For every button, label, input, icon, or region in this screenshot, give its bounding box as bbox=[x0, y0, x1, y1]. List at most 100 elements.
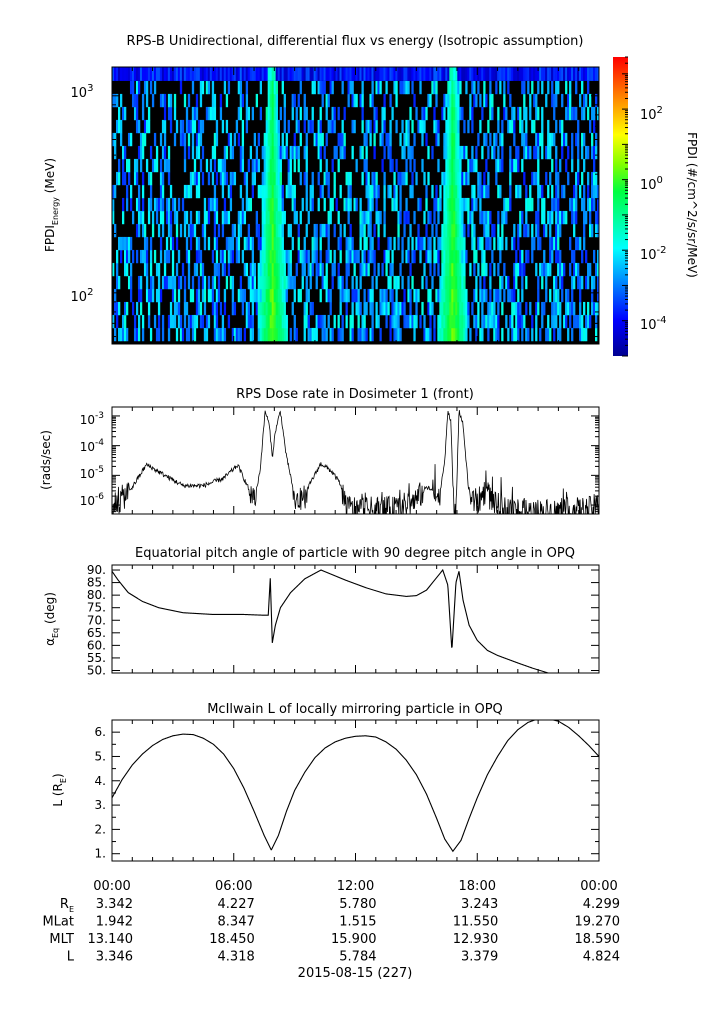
spectrogram-cell bbox=[477, 301, 480, 316]
spectrogram-cell bbox=[405, 119, 408, 134]
spectrogram-cell bbox=[269, 301, 272, 316]
spectrogram-cell bbox=[327, 249, 330, 264]
spectrogram-cell bbox=[479, 184, 482, 199]
spectrogram-cell bbox=[457, 93, 460, 108]
spectrogram-cell bbox=[257, 158, 260, 173]
spectrogram-cell bbox=[225, 210, 229, 225]
spectrogram-cell bbox=[571, 145, 574, 160]
spectrogram-cell bbox=[501, 67, 504, 81]
spectrogram-cell bbox=[499, 158, 502, 173]
spectrogram-cell bbox=[271, 327, 274, 342]
spectrogram-cell bbox=[511, 119, 514, 134]
spectrogram-cell bbox=[513, 262, 516, 277]
spectrogram-cell bbox=[117, 158, 121, 173]
spectrogram-cell bbox=[379, 288, 382, 303]
spectrogram-cell bbox=[165, 275, 169, 290]
spectrogram-cell bbox=[327, 223, 330, 238]
spectrogram-cell bbox=[539, 236, 542, 251]
spectrogram-cell bbox=[459, 288, 462, 303]
spectrogram-cell bbox=[455, 106, 458, 121]
spectrogram-cell bbox=[471, 184, 474, 199]
spectrogram-cell bbox=[567, 67, 570, 81]
spectrogram-cell bbox=[395, 158, 398, 173]
spectrogram-cell bbox=[445, 67, 448, 81]
spectrogram-cell bbox=[361, 314, 364, 329]
spectrogram-cell bbox=[265, 119, 268, 134]
spectrogram-cell bbox=[419, 80, 422, 95]
spectrogram-cell bbox=[451, 145, 454, 160]
spectrogram-cell bbox=[135, 93, 139, 108]
spectrogram-cell bbox=[549, 249, 552, 264]
spectrogram-cell bbox=[465, 197, 468, 212]
spectrogram-cell bbox=[471, 197, 474, 212]
spectrogram-cell bbox=[247, 223, 251, 238]
dose-axis bbox=[111, 406, 600, 515]
spectrogram-cell bbox=[393, 80, 396, 95]
spectrogram-cell bbox=[143, 223, 147, 238]
spectrogram-cell bbox=[547, 132, 550, 147]
spectrogram-cell bbox=[329, 197, 332, 212]
spectrogram-cell bbox=[213, 301, 217, 316]
spectrogram-cell bbox=[535, 106, 538, 121]
spectrogram-cell bbox=[305, 301, 308, 316]
spectrogram-cell bbox=[345, 171, 348, 186]
spectrogram-cell bbox=[403, 288, 406, 303]
spectrogram-cell bbox=[531, 67, 534, 81]
spectrogram-cell bbox=[577, 275, 580, 290]
spectrogram-cell bbox=[473, 223, 476, 238]
spectrogram-cell bbox=[295, 67, 298, 81]
spectrogram-cell bbox=[189, 288, 193, 303]
spectrogram-cell bbox=[545, 93, 548, 108]
spectrogram-cell bbox=[447, 132, 450, 147]
spectrogram-cell bbox=[267, 275, 270, 290]
spectrogram-cell bbox=[485, 314, 488, 329]
spectrogram-cell bbox=[405, 67, 408, 81]
spectrogram-cell bbox=[383, 145, 386, 160]
spectrogram-cell bbox=[569, 314, 572, 329]
spectrogram-cell bbox=[499, 236, 502, 251]
spectrogram-cell bbox=[307, 67, 310, 81]
spectrogram-cell bbox=[447, 301, 450, 316]
spectrogram-cell bbox=[487, 327, 490, 342]
spectrogram-cell bbox=[293, 93, 296, 108]
spectrogram-cell bbox=[347, 288, 350, 303]
spectrogram-cell bbox=[179, 132, 183, 147]
spectrogram-cell bbox=[457, 158, 460, 173]
spectrogram-cell bbox=[165, 236, 169, 251]
spectrogram-cell bbox=[377, 262, 380, 277]
spectrogram-cell bbox=[263, 314, 266, 329]
spectrogram-cell bbox=[303, 145, 306, 160]
spectrogram-cell bbox=[453, 288, 456, 303]
spectrogram-cell bbox=[523, 171, 526, 186]
spectrogram-cell bbox=[139, 288, 143, 303]
spectrogram-cell bbox=[241, 158, 245, 173]
spectrogram-cell bbox=[187, 262, 191, 277]
spectrogram-cell bbox=[475, 197, 478, 212]
spectrogram-cell bbox=[377, 184, 380, 199]
spectrogram-cell bbox=[139, 249, 143, 264]
spectrogram-cell bbox=[325, 249, 328, 264]
spectrogram-cell bbox=[187, 249, 191, 264]
spectrogram-cell bbox=[215, 236, 219, 251]
spectrogram-cell bbox=[389, 327, 392, 342]
spectrogram-cell bbox=[593, 67, 596, 81]
spectrogram-cell bbox=[437, 132, 440, 147]
spectrogram-cell bbox=[473, 197, 476, 212]
spectrogram-cell bbox=[112, 67, 115, 81]
spectrogram-cell bbox=[403, 67, 406, 81]
spectrogram-cell bbox=[537, 275, 540, 290]
spectrogram-cell bbox=[123, 249, 127, 264]
spectrogram-cell bbox=[173, 314, 177, 329]
spectrogram-cell bbox=[535, 314, 538, 329]
spectrogram-cell bbox=[479, 67, 482, 81]
spectrogram-cell bbox=[114, 93, 117, 108]
spectrogram-cell bbox=[283, 301, 286, 316]
spectrogram-cell bbox=[581, 327, 584, 342]
time-tick-label: 00:00 bbox=[580, 879, 617, 894]
spectrogram-cell bbox=[377, 80, 380, 95]
spectrogram-cell bbox=[445, 275, 448, 290]
spectrogram-cell bbox=[361, 145, 364, 160]
spectrogram-cell bbox=[281, 197, 284, 212]
dose-ylabel: (rads/sec) bbox=[39, 430, 53, 490]
spectrogram-cell bbox=[159, 67, 163, 81]
